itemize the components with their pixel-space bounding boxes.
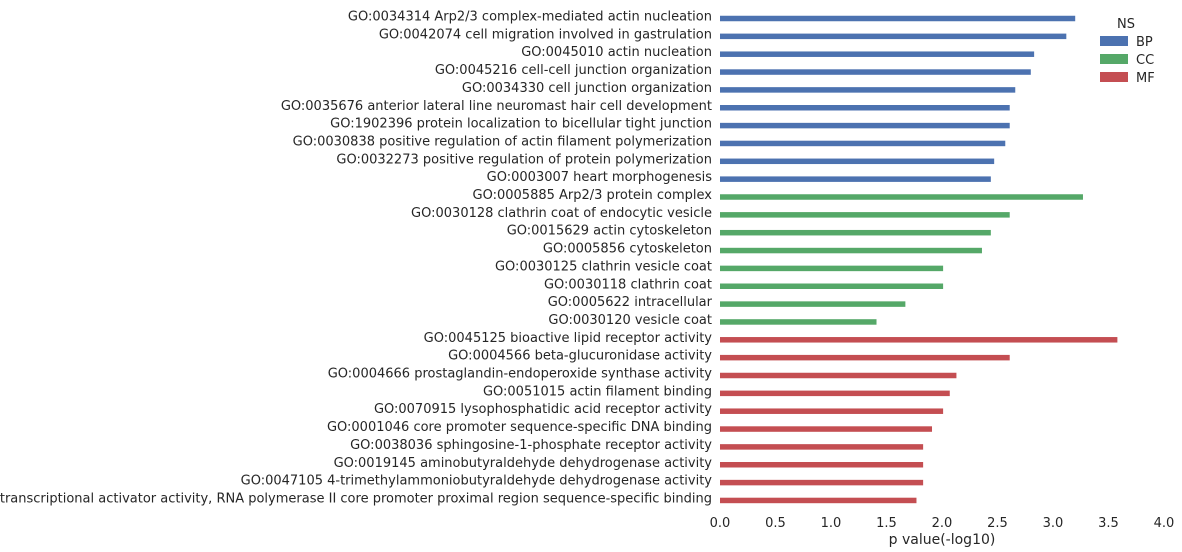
bar-mf [720, 372, 957, 379]
category-label: GO:0005885 Arp2/3 protein complex [473, 188, 713, 203]
legend-label-bp: BP [1136, 35, 1153, 50]
category-label: GO:0038036 sphingosine-1-phosphate recep… [350, 438, 712, 453]
x-tick-label: 3.0 [1043, 516, 1064, 531]
legend-swatch-bp [1100, 36, 1128, 46]
bars-layer [720, 15, 1118, 504]
bar-cc [720, 265, 944, 272]
bar-cc [720, 229, 991, 236]
bar-bp [720, 69, 1031, 75]
category-label: GO:0005856 cytoskeleton [543, 242, 712, 257]
category-label: GO:0045125 bioactive lipid receptor acti… [424, 331, 713, 346]
legend-swatch-cc [1100, 54, 1128, 64]
category-label: GO:0030128 clathrin coat of endocytic ve… [411, 206, 712, 221]
bar-cc [720, 194, 1083, 200]
bar-mf [720, 426, 933, 432]
category-label: GO:0047105 4-trimethylammoniobutyraldehy… [241, 474, 713, 489]
bar-mf [720, 408, 944, 414]
category-label: GO:0034314 Arp2/3 complex-mediated actin… [348, 10, 712, 25]
bar-bp [720, 140, 1006, 147]
bar-mf [720, 354, 1010, 361]
x-tick-label: 1.0 [821, 516, 842, 531]
category-label: GO:0035676 anterior lateral line neuroma… [281, 99, 712, 114]
bar-mf [720, 390, 950, 397]
x-tick-label: 2.0 [932, 516, 953, 531]
bar-bp [720, 158, 995, 165]
bar-mf [720, 462, 924, 468]
category-label: GO:0004566 beta-glucuronidase activity [448, 349, 712, 364]
category-label: GO:0030118 clathrin coat [544, 277, 712, 292]
category-label: GO:0051015 actin filament binding [483, 384, 712, 399]
category-label: GO:0032273 positive regulation of protei… [336, 152, 712, 167]
category-label: GO:0004666 prostaglandin-endoperoxide sy… [328, 367, 713, 382]
category-label: GO:0030125 clathrin vesicle coat [495, 259, 712, 274]
category-label: GO:0003007 heart morphogenesis [487, 170, 713, 185]
bar-cc [720, 301, 906, 307]
category-label: GO:0015629 actin cytoskeleton [507, 224, 712, 239]
bar-bp [720, 105, 1010, 111]
legend-swatch-mf [1100, 72, 1128, 82]
x-tick-label: 3.5 [1098, 516, 1119, 531]
legend: NS BP CC MF [1100, 17, 1155, 86]
bar-mf [720, 444, 924, 450]
x-tick-label: 2.5 [987, 516, 1008, 531]
bar-bp [720, 15, 1076, 22]
category-label: GO:0001046 core promoter sequence-specif… [327, 420, 712, 435]
x-tick-label: 0.0 [710, 516, 731, 531]
bar-bp [720, 122, 1010, 129]
legend-label-mf: MF [1136, 71, 1155, 86]
x-axis: 0.0 0.5 1.0 1.5 2.0 2.5 3.0 3.5 4.0 [710, 516, 1175, 531]
bar-mf [720, 337, 1118, 343]
x-tick-label: 4.0 [1154, 516, 1175, 531]
category-label: GO:0042074 cell migration involved in ga… [379, 27, 712, 42]
x-tick-label: 1.5 [876, 516, 897, 531]
category-label: GO:0030838 positive regulation of actin … [293, 134, 712, 149]
bar-mf [720, 479, 924, 486]
category-label: GO:0019145 aminobutyraldehyde dehydrogen… [334, 456, 713, 471]
bar-cc [720, 283, 944, 289]
category-label: GO:1902396 protein localization to bicel… [330, 117, 712, 132]
bar-cc [720, 212, 1010, 218]
x-tick-label: 0.5 [765, 516, 786, 531]
category-label: GO:0034330 cell junction organization [462, 81, 712, 96]
bar-cc [720, 319, 877, 325]
bar-mf [720, 497, 917, 504]
category-label: GO:0001077 transcriptional activator act… [0, 491, 712, 506]
category-label: GO:0030120 vesicle coat [548, 313, 712, 328]
category-label: GO:0045216 cell-cell junction organizati… [435, 63, 712, 78]
legend-title: NS [1117, 17, 1135, 32]
category-label: GO:0070915 lysophosphatidic acid recepto… [374, 402, 712, 417]
category-label: GO:0005622 intracellular [548, 295, 713, 310]
legend-label-cc: CC [1136, 53, 1154, 68]
x-axis-label: p value(-log10) [889, 532, 996, 548]
category-labels: GO:0034314 Arp2/3 complex-mediated actin… [0, 10, 713, 507]
bar-bp [720, 87, 1016, 93]
bar-bp [720, 33, 1067, 40]
category-label: GO:0045010 actin nucleation [521, 45, 712, 60]
bar-bp [720, 51, 1035, 57]
bar-cc [720, 247, 982, 254]
bar-bp [720, 176, 991, 182]
